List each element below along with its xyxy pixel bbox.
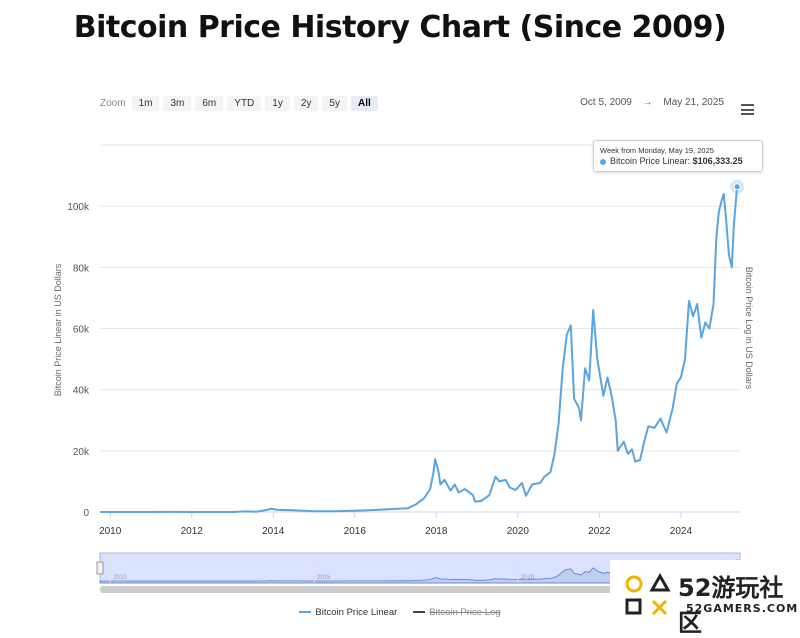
legend-label: Bitcoin Price Linear [315,607,398,618]
x-tick-label: 2012 [181,526,204,537]
x-tick-label: 2016 [344,526,367,537]
zoom-label: Zoom [100,97,126,109]
arrow-right-icon: → [642,97,653,108]
series-dot-icon [600,158,606,165]
navigator-scrollbar[interactable] [100,586,740,593]
legend-swatch-icon [299,611,312,614]
range-button-6m[interactable]: 6m [195,95,224,111]
x-tick-label: 2024 [670,526,693,537]
x-tick-label: 2010 [99,526,122,537]
navigator-label: 2020 [521,575,535,581]
series-line-bitcoin-price-linear [100,186,739,513]
tooltip-row: Bitcoin Price Linear: $106,333.25 [600,155,756,167]
range-button-1y[interactable]: 1y [265,95,290,111]
legend-label: Bitcoin Price Log [429,607,501,618]
range-button-3m[interactable]: 3m [163,95,192,111]
tooltip-value: $106,333.25 [692,156,743,166]
navigator-label: 2010 [113,575,127,581]
page-title: Bitcoin Price History Chart (Since 2009) [73,10,727,45]
navigator-handle-left[interactable] [96,561,104,575]
legend-item-0[interactable]: Bitcoin Price Linear [299,607,397,618]
legend-swatch-icon [413,611,426,614]
y-tick-label: 60k [73,325,90,336]
y-tick-label: 0 [83,508,89,519]
legend-item-1[interactable]: Bitcoin Price Log [413,607,501,618]
range-button-1m[interactable]: 1m [131,95,160,111]
range-selector: Zoom 1m 3m 6m YTD 1y 2y 5y All [100,95,382,111]
y-axis-title: Bitcoin Price Linear in US Dollars [53,263,63,396]
y-axis-title-right: Bitcoin Price Log in US Dollars [744,267,754,390]
watermark-site: 52GAMERS.COM [686,602,799,615]
x-tick-label: 2020 [507,526,530,537]
chart-tooltip: Week from Monday, May 19, 2025 Bitcoin P… [593,140,763,172]
watermark: 52游玩社区 52GAMERS.COM [610,560,800,637]
x-tick-label: 2022 [588,526,611,537]
x-tick-label: 2014 [262,526,285,537]
date-to-input[interactable]: May 21, 2025 [663,97,724,108]
navigator-label: 2015 [317,575,331,581]
range-button-ytd[interactable]: YTD [227,95,262,111]
y-tick-label: 80k [73,263,90,274]
chart-legend: Bitcoin Price Linear Bitcoin Price Log [0,607,800,618]
date-from-input[interactable]: Oct 5, 2009 [580,97,632,108]
range-button-all[interactable]: All [350,95,378,111]
y-tick-label: 100k [67,202,90,213]
hover-point [733,183,741,191]
watermark-logo-icon [625,572,671,616]
y-tick-label: 20k [73,447,90,458]
x-tick-label: 2018 [425,526,448,537]
tooltip-header: Week from Monday, May 19, 2025 [600,146,714,155]
tooltip-series-label: Bitcoin Price Linear: [610,156,691,166]
hamburger-menu-icon[interactable] [741,104,754,118]
date-range-display: Oct 5, 2009 → May 21, 2025 [580,97,724,108]
range-buttons: 1m 3m 6m YTD 1y 2y 5y All [131,95,382,111]
range-button-2y[interactable]: 2y [293,95,319,111]
y-tick-label: 40k [73,386,90,397]
range-button-5y[interactable]: 5y [322,95,347,111]
